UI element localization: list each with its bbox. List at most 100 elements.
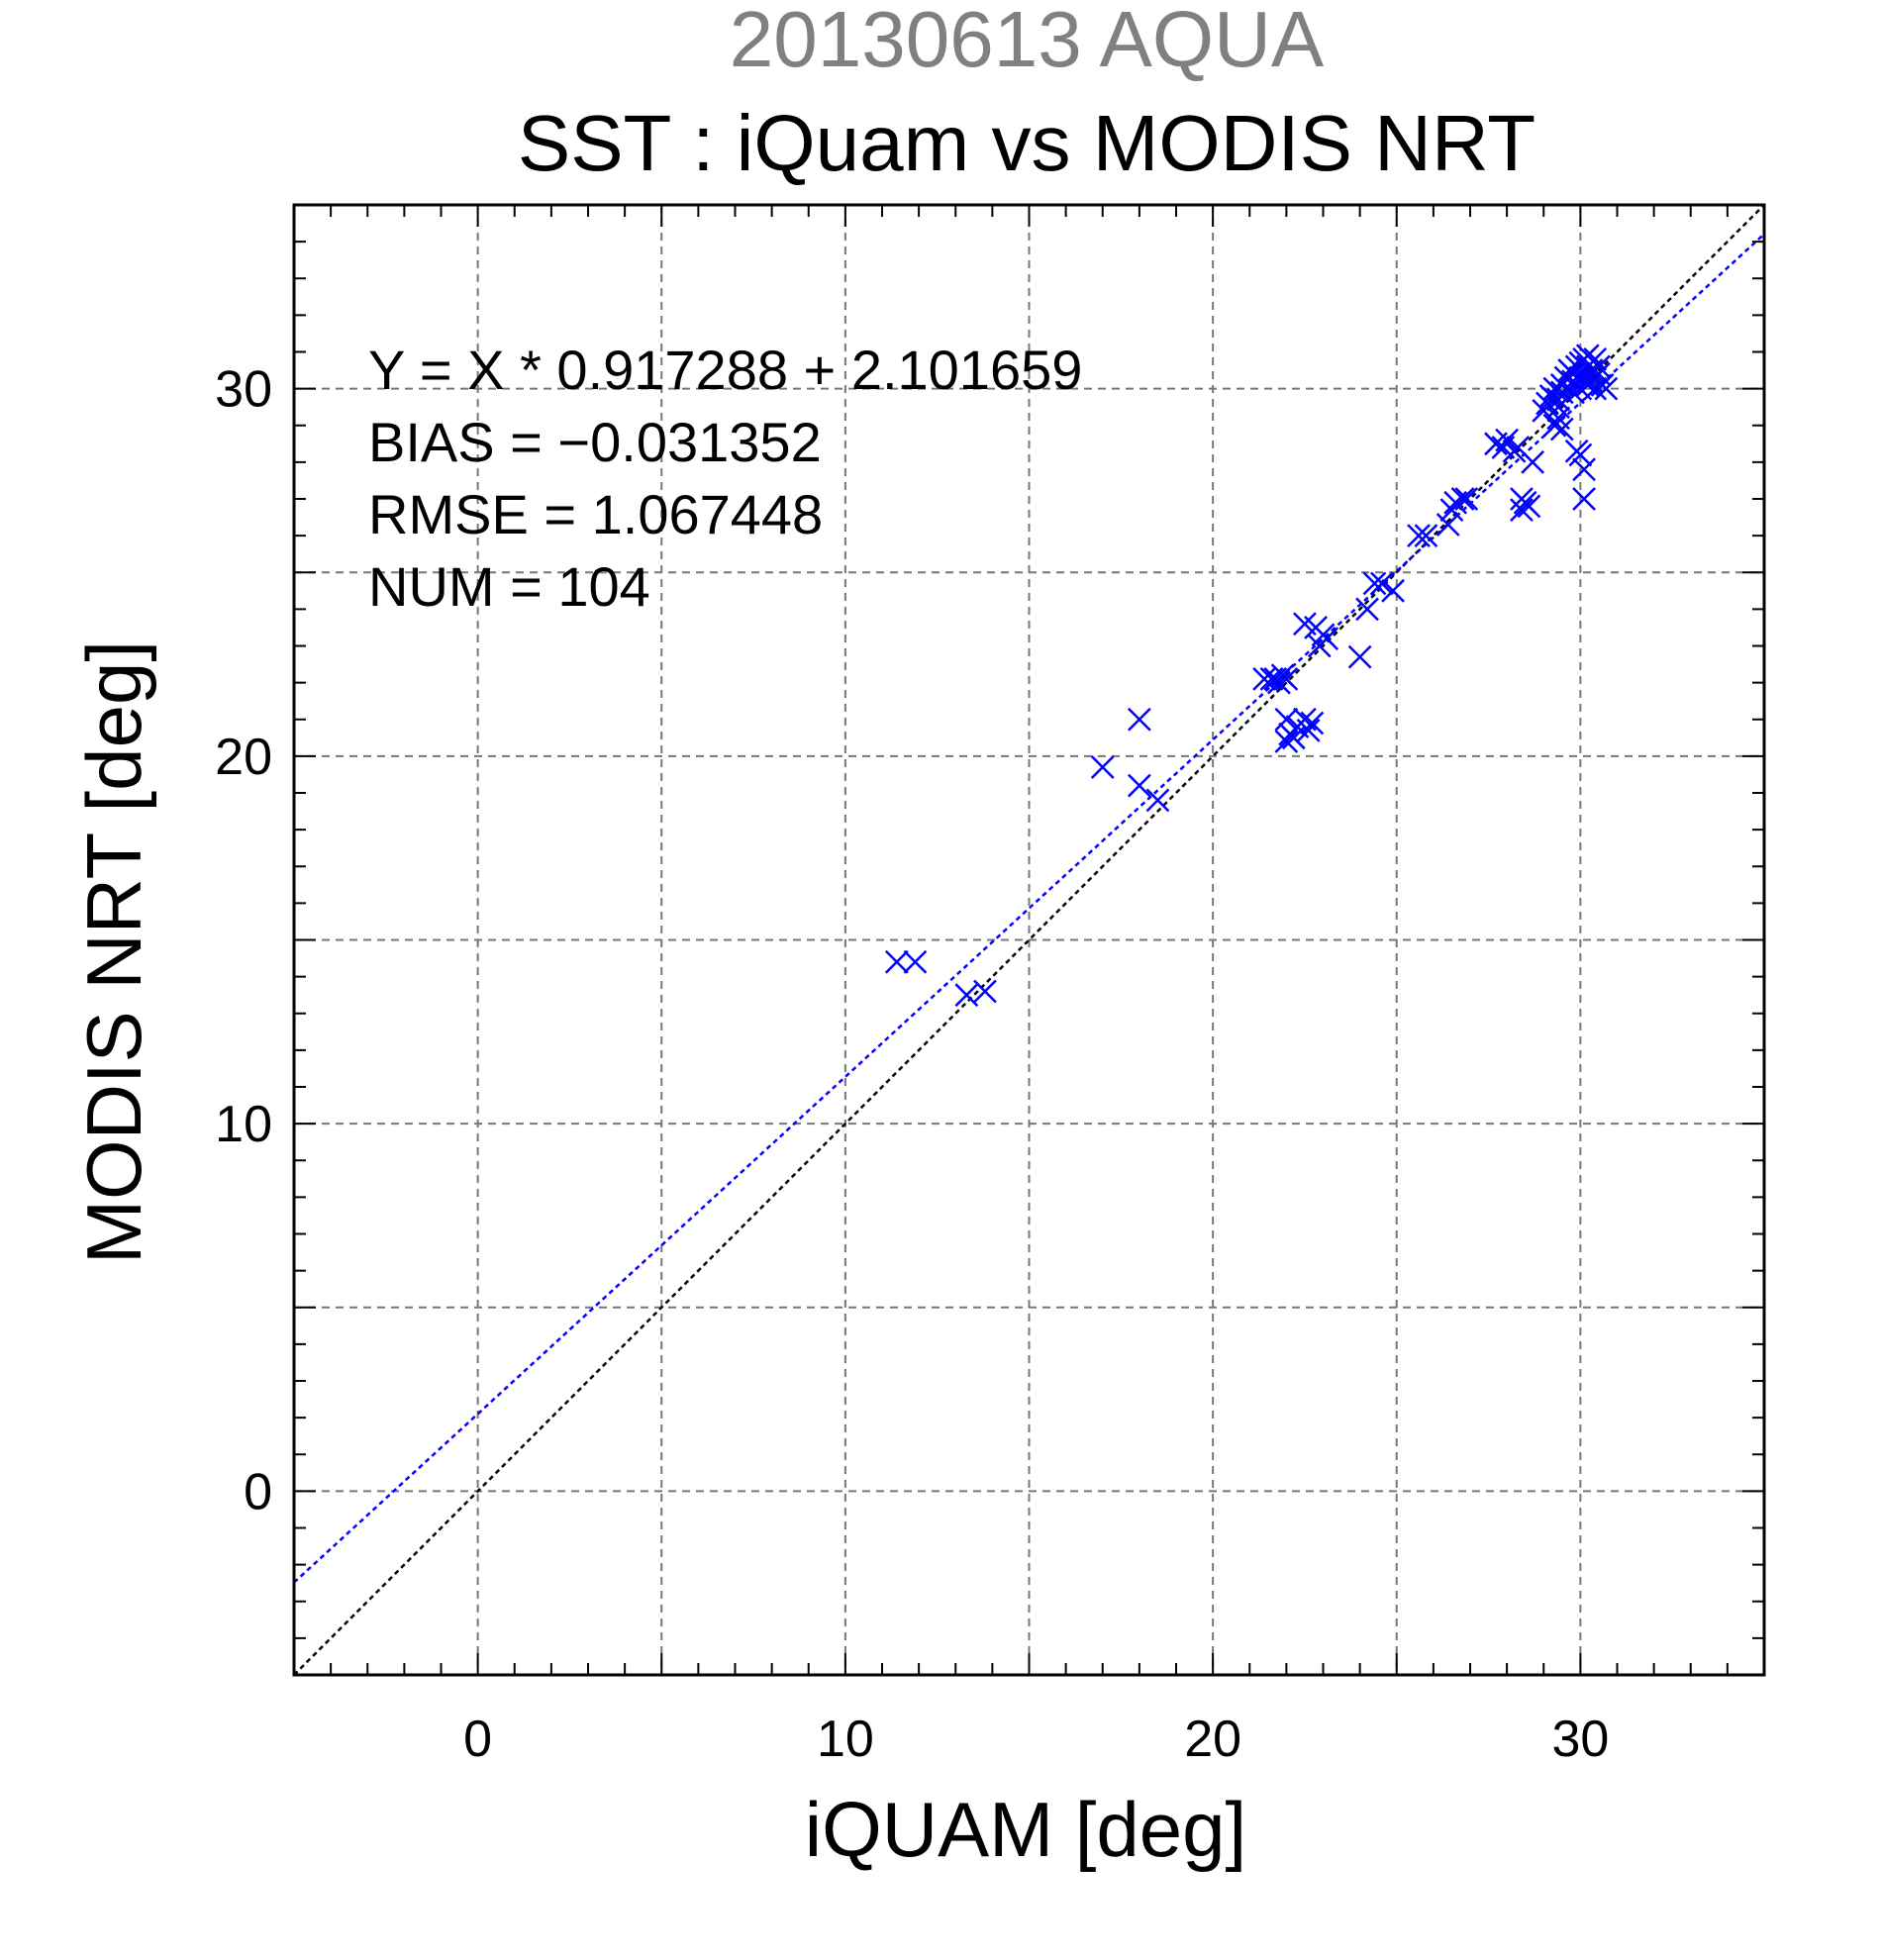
data-point	[1281, 726, 1306, 750]
data-point-stroke	[1362, 571, 1387, 596]
data-point-stroke	[954, 983, 979, 1008]
data-point-stroke	[1542, 413, 1567, 438]
data-point-stroke	[1300, 711, 1325, 735]
data-point-stroke	[1546, 387, 1570, 412]
data-point-stroke	[1436, 513, 1460, 537]
data-point	[1564, 439, 1589, 463]
data-point	[1549, 417, 1574, 441]
stat-regression-equation: Y = X * 0.917288 + 2.101659	[368, 339, 1082, 401]
data-point-stroke	[1572, 457, 1596, 482]
data-point	[1572, 457, 1596, 482]
data-point	[1521, 449, 1544, 474]
data-point	[1583, 347, 1608, 371]
data-point-stroke	[1568, 365, 1593, 390]
data-point-stroke	[1296, 719, 1321, 742]
data-point-stroke	[1594, 376, 1619, 401]
x-tick-label: 30	[1551, 1711, 1609, 1768]
data-point	[1407, 524, 1431, 548]
stat-rmse: RMSE = 1.067448	[368, 483, 823, 545]
data-point-stroke	[1450, 487, 1475, 511]
data-point	[1274, 730, 1299, 753]
y-tick-label: 0	[244, 1463, 272, 1520]
data-point-stroke	[1274, 730, 1299, 753]
data-point-stroke	[1252, 667, 1276, 691]
data-point	[1274, 707, 1299, 732]
x-tick-label: 0	[463, 1711, 492, 1768]
data-point	[1572, 487, 1596, 511]
y-tick-label: 30	[215, 361, 272, 419]
data-point-stroke	[1583, 376, 1608, 401]
data-point-stroke	[1355, 597, 1379, 622]
data-point	[1381, 578, 1405, 603]
data-point	[1568, 365, 1593, 390]
data-point-stroke	[1587, 354, 1611, 379]
data-point	[1517, 494, 1541, 519]
data-point-stroke	[903, 949, 928, 974]
data-point	[1090, 755, 1115, 779]
data-point	[1127, 773, 1151, 798]
data-point	[1532, 399, 1556, 423]
data-point-stroke	[1546, 406, 1570, 431]
data-point	[1561, 380, 1585, 405]
data-point-stroke	[1090, 755, 1115, 779]
data-point-stroke	[1517, 494, 1541, 519]
x-tick-label: 10	[817, 1711, 874, 1768]
data-point-stroke	[884, 949, 909, 974]
data-point-stroke	[1495, 428, 1520, 452]
data-point	[903, 949, 928, 974]
data-point-stroke	[1315, 627, 1339, 650]
stat-num: NUM = 104	[368, 555, 650, 618]
data-point-stroke	[1454, 487, 1479, 511]
data-point	[1583, 376, 1608, 401]
data-point	[1362, 571, 1387, 596]
x-axis-label: iQUAM [deg]	[805, 1786, 1246, 1873]
data-point	[1450, 487, 1475, 511]
data-point-stroke	[1381, 578, 1405, 603]
data-point-stroke	[1506, 436, 1531, 459]
data-point	[1274, 667, 1299, 691]
data-point	[1145, 788, 1170, 813]
stat-bias: BIAS = −0.031352	[368, 411, 822, 473]
data-point	[884, 949, 909, 974]
data-point	[1436, 513, 1460, 537]
data-point-stroke	[1575, 361, 1600, 386]
chart-title: 20130613 AQUA	[730, 0, 1325, 83]
data-point	[1542, 413, 1567, 438]
data-point-stroke	[1274, 707, 1299, 732]
data-point-stroke	[1293, 707, 1317, 732]
data-point	[1296, 719, 1321, 742]
data-point-stroke	[1561, 380, 1585, 405]
data-point-stroke	[1293, 612, 1317, 637]
data-point	[1127, 707, 1151, 732]
data-point	[1347, 644, 1372, 669]
chart-subtitle: SST : iQuam vs MODIS NRT	[518, 99, 1535, 187]
data-point-stroke	[1370, 571, 1394, 596]
data-point	[1263, 667, 1288, 691]
data-point	[1315, 627, 1339, 650]
data-point-stroke	[1281, 726, 1306, 750]
y-axis-label: MODIS NRT [deg]	[70, 640, 157, 1264]
data-point-stroke	[1414, 524, 1438, 548]
data-point-stroke	[973, 979, 997, 1004]
tick-labels: 0 10 20 30 0 10 20 30	[215, 361, 1609, 1768]
data-points	[884, 343, 1619, 1008]
data-point-stroke	[1521, 449, 1544, 474]
data-point	[1370, 571, 1394, 596]
grid-lines	[294, 205, 1764, 1675]
data-point-stroke	[1510, 498, 1534, 523]
data-point-stroke	[1145, 788, 1170, 813]
data-point-stroke	[1407, 524, 1431, 548]
data-point	[1575, 361, 1600, 386]
data-point-stroke	[1347, 644, 1372, 669]
data-point	[1454, 487, 1479, 511]
data-point	[1546, 387, 1570, 412]
data-point-stroke	[1532, 399, 1556, 423]
data-point-stroke	[1263, 667, 1288, 691]
data-point	[1355, 597, 1379, 622]
data-point-stroke	[1572, 487, 1596, 511]
data-point-stroke	[1575, 343, 1600, 368]
data-point-stroke	[1549, 417, 1574, 441]
data-point-stroke	[1564, 439, 1589, 463]
x-tick-label: 20	[1184, 1711, 1241, 1768]
